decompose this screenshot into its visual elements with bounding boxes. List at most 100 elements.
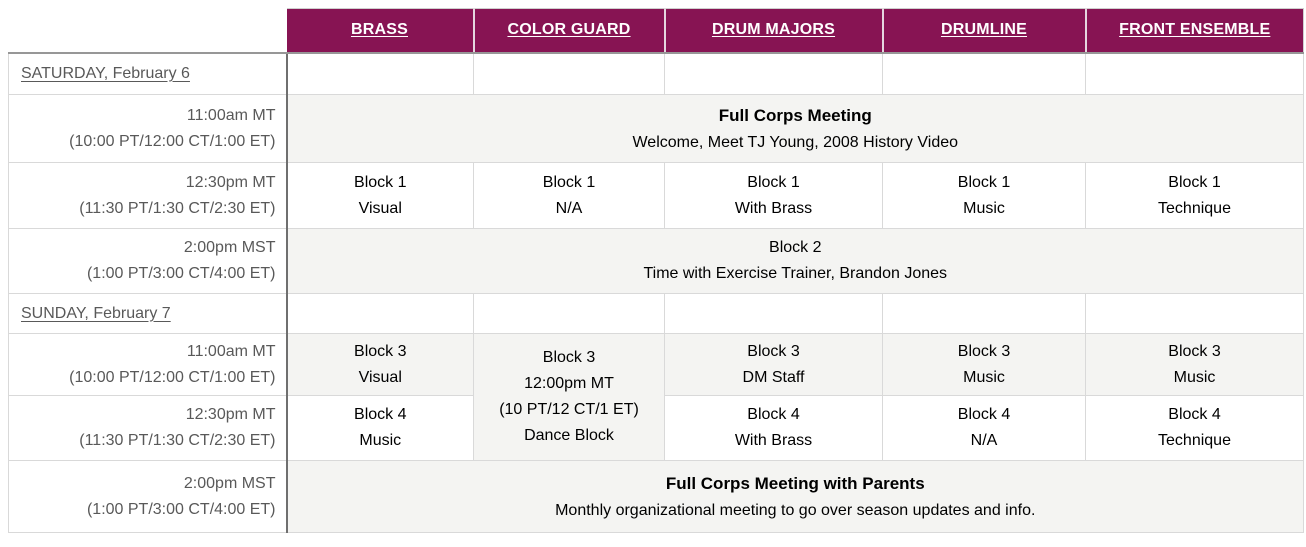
cell-drumline-block1: Block 1 Music [882,162,1086,229]
empty-cell [664,293,883,334]
cell-line: Block 1 [354,173,407,191]
saturday-block2-row: 2:00pm MST (1:00 PT/3:00 CT/4:00 ET) Blo… [8,228,1304,294]
timezone-label: (10:00 PT/12:00 CT/1:00 ET) [69,368,276,386]
time-label: 2:00pm MST [183,474,276,492]
empty-cell [882,52,1086,95]
timezone-label: (10:00 PT/12:00 CT/1:00 ET) [69,132,276,150]
saturday-meeting-row: 11:00am MT (10:00 PT/12:00 CT/1:00 ET) F… [8,94,1304,163]
cell-line: Block 4 [354,406,407,423]
cell-drumline-block4: Block 4 N/A [882,395,1086,461]
timezone-label: (1:00 PT/3:00 CT/4:00 ET) [86,265,276,282]
empty-cell [473,293,665,334]
timezone-label: (11:30 PT/1:30 CT/2:30 ET) [79,199,276,217]
time-cell-sun-200: 2:00pm MST (1:00 PT/3:00 CT/4:00 ET) [8,460,288,533]
saturday-day-cell: SATURDAY, February 6 [8,52,288,95]
cell-frontensemble-block4: Block 4 Technique [1085,395,1304,461]
cell-drumline-block3: Block 3 Music [882,333,1086,396]
cell-line: With Brass [734,432,813,449]
cell-line: Block 1 [957,173,1011,191]
sunday-day-row: SUNDAY, February 7 [8,293,1304,334]
saturday-block1-row: 12:30pm MT (11:30 PT/1:30 CT/2:30 ET) Bl… [8,162,1304,229]
cell-line: Technique [1158,199,1231,217]
cell-line: Dance Block [524,427,614,444]
time-label: 11:00am MT [186,342,276,360]
empty-cell [473,52,665,95]
rehearsal-schedule-table: BRASS COLOR GUARD DRUM MAJORS DRUMLINE F… [8,8,1304,533]
cell-line: Music [1173,368,1216,386]
cell-line: Block 4 [747,406,800,423]
cell-line: Block 3 [957,342,1011,360]
cell-frontensemble-block1: Block 1 Technique [1085,162,1304,229]
full-corps-meeting-cell: Full Corps Meeting Welcome, Meet TJ Youn… [286,94,1304,163]
cell-colorguard-dance-block: Block 3 12:00pm MT (10 PT/12 CT/1 ET) Da… [473,333,665,461]
time-cell-sat-1100: 11:00am MT (10:00 PT/12:00 CT/1:00 ET) [8,94,288,163]
sunday-day-cell: SUNDAY, February 7 [8,293,288,334]
sunday-block3-row: 11:00am MT (10:00 PT/12:00 CT/1:00 ET) B… [8,333,1304,461]
column-header-front-ensemble: FRONT ENSEMBLE [1084,8,1304,54]
time-cell-sun-1230: 12:30pm MT (11:30 PT/1:30 CT/2:30 ET) [8,395,288,461]
event-title: Block 2 [769,239,822,256]
event-title: Full Corps Meeting [718,105,872,125]
cell-line: Visual [358,199,402,217]
parents-meeting-cell: Full Corps Meeting with Parents Monthly … [286,460,1304,533]
time-label: 2:00pm MST [183,239,276,256]
cell-drummajors-block3: Block 3 DM Staff [664,333,883,396]
cell-line: Visual [358,368,402,386]
cell-line: N/A [970,432,998,449]
cell-line: Music [963,368,1005,386]
cell-brass-block1: Block 1 Visual [286,162,474,229]
cell-line: Block 3 [1168,342,1221,360]
cell-brass-block3: Block 3 Visual [286,333,474,396]
block2-trainer-cell: Block 2 Time with Exercise Trainer, Bran… [286,228,1304,294]
column-header-color-guard: COLOR GUARD [472,8,665,54]
cell-brass-block4: Block 4 Music [286,395,474,461]
timezone-label: (1:00 PT/3:00 CT/4:00 ET) [86,500,276,518]
event-subtitle: Time with Exercise Trainer, Brandon Jone… [643,265,948,282]
empty-cell [1085,52,1304,95]
cell-line: Music [963,199,1005,217]
time-label: 11:00am MT [186,106,276,124]
empty-cell [286,52,474,95]
corner-cell [8,8,287,54]
cell-line: N/A [555,199,583,217]
time-cell-sun-1100: 11:00am MT (10:00 PT/12:00 CT/1:00 ET) [8,333,288,396]
header-row: BRASS COLOR GUARD DRUM MAJORS DRUMLINE F… [8,8,1304,54]
event-subtitle: Monthly organizational meeting to go ove… [555,501,1036,519]
time-cell-sat-200: 2:00pm MST (1:00 PT/3:00 CT/4:00 ET) [8,228,288,294]
empty-cell [882,293,1086,334]
cell-line: DM Staff [742,368,805,386]
column-header-drum-majors: DRUM MAJORS [663,8,883,54]
sunday-block4-row: 12:30pm MT (11:30 PT/1:30 CT/2:30 ET) Bl… [8,395,1304,461]
cell-line: 12:00pm MT [524,375,614,392]
cell-line: Block 1 [747,173,800,191]
cell-line: Block 4 [957,406,1011,423]
cell-line: Block 3 [747,342,800,360]
cell-line: Block 4 [1168,406,1221,423]
saturday-day-label: SATURDAY, February 6 [21,64,190,82]
sunday-parents-meeting-row: 2:00pm MST (1:00 PT/3:00 CT/4:00 ET) Ful… [8,460,1304,533]
time-label: 12:30pm MT [185,173,276,191]
column-header-drumline: DRUMLINE [881,8,1086,54]
cell-drummajors-block1: Block 1 With Brass [664,162,883,229]
sunday-day-label: SUNDAY, February 7 [21,304,171,322]
empty-cell [286,293,474,334]
cell-line: Block 1 [1168,173,1221,191]
time-cell-sat-1230: 12:30pm MT (11:30 PT/1:30 CT/2:30 ET) [8,162,288,229]
time-label: 12:30pm MT [185,406,276,423]
cell-line: Music [359,432,402,449]
cell-line: (10 PT/12 CT/1 ET) [499,401,639,418]
cell-line: Block 3 [542,349,596,366]
saturday-day-row: SATURDAY, February 6 [8,52,1304,95]
cell-line: Technique [1158,432,1231,449]
empty-cell [1085,293,1304,334]
event-subtitle: Welcome, Meet TJ Young, 2008 History Vid… [632,133,959,151]
cell-line: With Brass [734,199,813,217]
cell-drummajors-block4: Block 4 With Brass [664,395,883,461]
cell-line: Block 3 [354,342,407,360]
column-header-brass: BRASS [286,8,474,54]
event-title: Full Corps Meeting with Parents [665,473,925,493]
empty-cell [664,52,883,95]
cell-line: Block 1 [542,173,596,191]
cell-colorguard-block1: Block 1 N/A [473,162,665,229]
cell-frontensemble-block3: Block 3 Music [1085,333,1304,396]
